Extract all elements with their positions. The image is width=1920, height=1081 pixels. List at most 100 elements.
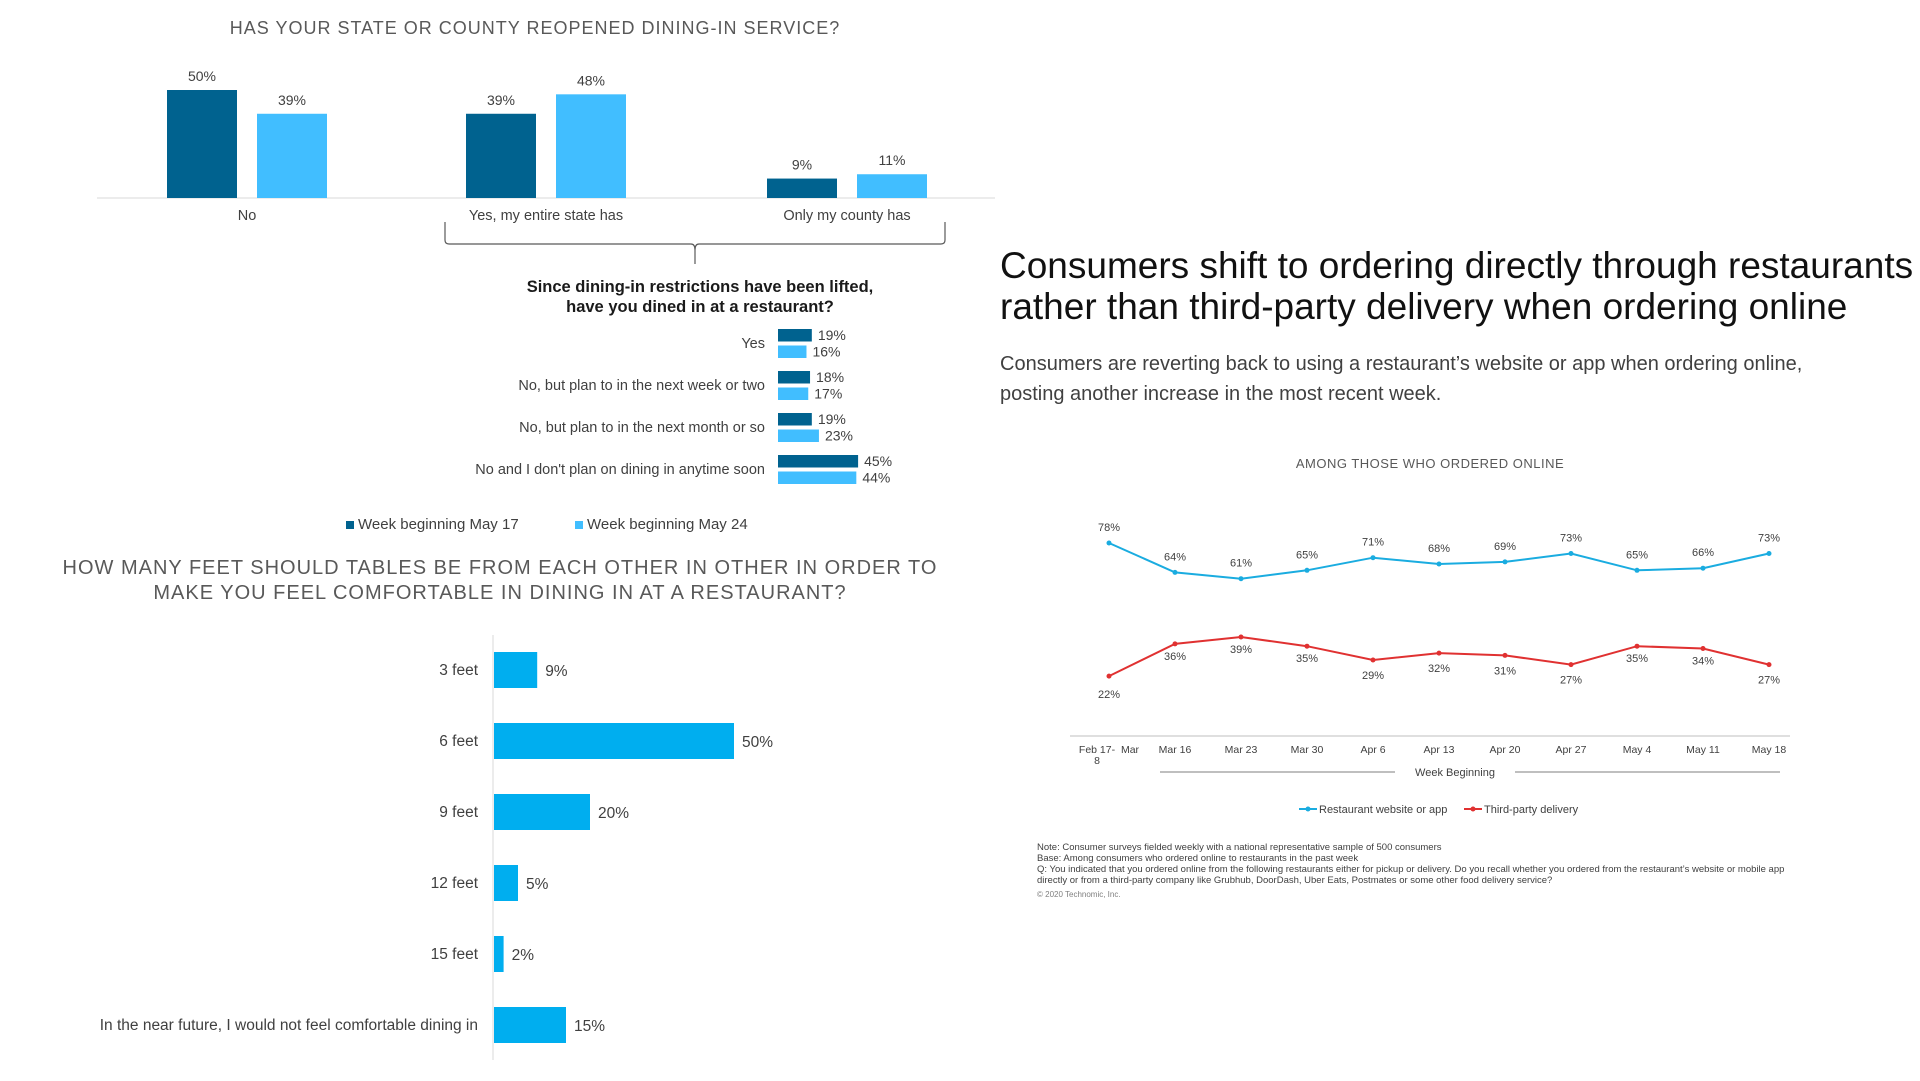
group-bracket: [444, 222, 946, 264]
category-label-yes-my-entire-state-has: Yes, my entire state has: [469, 208, 623, 224]
point-label-restaurant-website-or-app-feb-17-mar-8: 78%: [1098, 522, 1120, 534]
dining-reopen-title: HAS YOUR STATE OR COUNTY REOPENED DINING…: [229, 18, 841, 38]
category-label-no: No: [238, 208, 257, 224]
point-label-third-party-delivery-mar-30: 35%: [1296, 653, 1318, 665]
x-tick-label-apr-13: Apr 13: [1424, 744, 1455, 756]
dined-in-value-yes-week-beginning-may-24: 16%: [812, 344, 840, 360]
dined-in-value-no-and-i-don-t-plan-on-dining-in-anytime-soon-week-beginning-may-17: 45%: [864, 453, 892, 469]
point-third-party-delivery-apr-13: [1436, 650, 1442, 656]
point-restaurant-website-or-app-apr-20: [1502, 559, 1508, 565]
bar-no-week-beginning-may-24: [257, 113, 327, 198]
distance-value-in-the-near-future-i-would-not-feel-comfortable-dining-in: 15%: [574, 1018, 605, 1035]
legend-label-may-17: Week beginning May 17: [358, 516, 519, 533]
distance-category-3-feet: 3 feet: [439, 662, 478, 679]
distance-value-3-feet: 9%: [545, 663, 568, 680]
x-tick-label-feb-17-mar-8-b: 8: [1094, 755, 1100, 767]
dined-in-title-line2: have you dined in at a restaurant?: [566, 298, 834, 316]
point-restaurant-website-or-app-mar-23: [1238, 576, 1244, 582]
point-label-third-party-delivery-mar-23: 39%: [1230, 644, 1252, 656]
bar-yes-my-entire-state-has-week-beginning-may-17: [466, 113, 536, 198]
x-tick-label-may-18: May 18: [1752, 744, 1787, 756]
dined-in-bar-yes-week-beginning-may-24: [778, 345, 807, 358]
copyright: © 2020 Technomic, Inc.: [1037, 890, 1121, 899]
point-third-party-delivery-apr-6: [1370, 657, 1376, 663]
point-third-party-delivery-may-11: [1700, 646, 1706, 651]
week-beginning-label-bg: [1395, 764, 1515, 780]
point-third-party-delivery-may-4: [1634, 643, 1640, 649]
distance-value-6-feet: 50%: [742, 734, 773, 751]
legend-week-may-17: Week beginning May 17: [346, 516, 519, 533]
dined-in-bar-no-but-plan-to-in-the-next-week-or-two-week-beginning-may-24: [778, 387, 809, 400]
headline-line1: Consumers shift to ordering directly thr…: [1000, 245, 1914, 286]
dined-in-bar-no-and-i-don-t-plan-on-dining-in-anytime-soon-week-beginning-may-24: [778, 471, 857, 484]
x-tick-label-feb-17-mar-8: Feb 17-: [1079, 744, 1116, 756]
distance-value-12-feet: 5%: [526, 876, 549, 893]
distance-value-15-feet: 2%: [512, 947, 535, 964]
point-label-third-party-delivery-apr-27: 27%: [1560, 675, 1582, 687]
table-distance-chart: 3 feet 9% 6 feet 50% 9 feet 20% 12 feet 5% 15 fe…: [100, 635, 773, 1060]
note-line1: Note: Consumer surveys fielded weekly wi…: [1037, 842, 1442, 853]
note-line2: Base: Among consumers who ordered online…: [1037, 853, 1359, 864]
point-label-restaurant-website-or-app-apr-6: 71%: [1362, 537, 1384, 549]
distance-bar-3-feet: [494, 652, 538, 688]
x-axis-label: Week Beginning: [1415, 767, 1495, 779]
distance-bar-9-feet: [494, 794, 590, 830]
dined-in-value-yes-week-beginning-may-17: 19%: [818, 327, 846, 343]
dined-in-category-yes: Yes: [741, 336, 765, 352]
point-label-third-party-delivery-apr-20: 31%: [1494, 665, 1516, 677]
notes: Note: Consumer surveys fielded weekly wi…: [1037, 842, 1877, 900]
dined-in-value-no-but-plan-to-in-the-next-week-or-two-week-beginning-may-24: 17%: [814, 386, 842, 402]
dined-in-bar-no-and-i-don-t-plan-on-dining-in-anytime-soon-week-beginning-may-17: [778, 455, 859, 468]
x-tick-label-apr-27: Apr 27: [1556, 744, 1587, 756]
table-distance-title: HOW MANY FEET SHOULD TABLES BE FROM EACH…: [40, 556, 960, 606]
x-tick-label-extra: Mar: [1121, 744, 1140, 756]
distance-value-9-feet: 20%: [598, 805, 629, 822]
subheadline-line1: Consumers are reverting back to using a …: [1000, 353, 1803, 375]
bar-label-no-week-beginning-may-24: 39%: [278, 92, 306, 108]
bar-yes-my-entire-state-has-week-beginning-may-24: [556, 94, 626, 198]
legend-marker-third-party-delivery: [1470, 806, 1476, 812]
note-line3: Q: You indicated that you ordered online…: [1037, 864, 1785, 875]
point-restaurant-website-or-app-apr-13: [1436, 561, 1442, 567]
subheadline-line2: posting another increase in the most rec…: [1000, 383, 1442, 405]
point-restaurant-website-or-app-apr-6: [1370, 555, 1376, 561]
headline-line2: rather than third-party delivery when or…: [1000, 286, 1848, 327]
legend-marker-restaurant-website-or-app: [1305, 806, 1311, 812]
point-restaurant-website-or-app-mar-16: [1172, 569, 1178, 575]
dined-in-category-no-and-i-don-t-plan-on-dining-in-anytime-soon: No and I don't plan on dining in anytime…: [475, 462, 765, 478]
distance-bar-6-feet: [494, 723, 734, 759]
point-label-third-party-delivery-may-11: 34%: [1692, 656, 1714, 668]
point-label-third-party-delivery-apr-13: 32%: [1428, 663, 1450, 675]
point-restaurant-website-or-app-apr-27: [1568, 551, 1574, 556]
table-distance-title-line1: HOW MANY FEET SHOULD TABLES BE FROM EACH…: [62, 557, 938, 579]
distance-category-6-feet: 6 feet: [439, 733, 478, 750]
dined-in-category-no-but-plan-to-in-the-next-week-or-two: No, but plan to in the next week or two: [518, 378, 765, 394]
point-third-party-delivery-may-18: [1766, 662, 1772, 668]
bar-no-week-beginning-may-17: [167, 90, 237, 198]
dined-in-chart: Yes 19%16% No, but plan to in the next wee…: [475, 327, 892, 486]
point-label-restaurant-website-or-app-mar-23: 61%: [1230, 558, 1252, 570]
online-orders-title: AMONG THOSE WHO ORDERED ONLINE: [1295, 456, 1565, 471]
bar-label-yes-my-entire-state-has-week-beginning-may-24: 48%: [577, 72, 605, 88]
x-tick-label-mar-16: Mar 16: [1159, 744, 1192, 756]
dined-in-bar-no-but-plan-to-in-the-next-month-or-so-week-beginning-may-24: [778, 429, 819, 442]
dined-in-title-line1: Since dining-in restrictions have been l…: [526, 278, 874, 296]
point-third-party-delivery-mar-23: [1238, 634, 1244, 640]
online-orders-chart: 78% 64% 61% 65% 71% 68% 69% 73% 65% 66% 73% 22% 36% 3…: [1070, 522, 1790, 816]
distance-bar-15-feet: [494, 936, 504, 972]
bar-label-no-week-beginning-may-17: 50%: [188, 68, 216, 84]
distance-category-in-the-near-future-i-would-not-feel-comfortable-dining-in: In the near future, I would not feel com…: [100, 1017, 478, 1034]
point-label-restaurant-website-or-app-apr-27: 73%: [1560, 533, 1582, 545]
point-third-party-delivery-mar-16: [1172, 641, 1178, 647]
legend-swatch-may-24: [575, 521, 583, 530]
distance-category-15-feet: 15 feet: [431, 946, 479, 963]
legend-label-third-party-delivery: Third-party delivery: [1484, 804, 1579, 816]
x-tick-label-mar-23: Mar 23: [1225, 744, 1258, 756]
point-label-restaurant-website-or-app-apr-20: 69%: [1494, 541, 1516, 553]
point-label-third-party-delivery-feb-17-mar-8: 22%: [1098, 689, 1120, 701]
point-restaurant-website-or-app-may-4: [1634, 567, 1640, 573]
subheadline: Consumers are reverting back to using a …: [1000, 349, 1900, 409]
point-label-third-party-delivery-may-4: 35%: [1626, 653, 1648, 665]
table-distance-title-line2: MAKE YOU FEEL COMFORTABLE IN DINING IN A…: [153, 582, 847, 604]
bar-label-yes-my-entire-state-has-week-beginning-may-17: 39%: [487, 92, 515, 108]
